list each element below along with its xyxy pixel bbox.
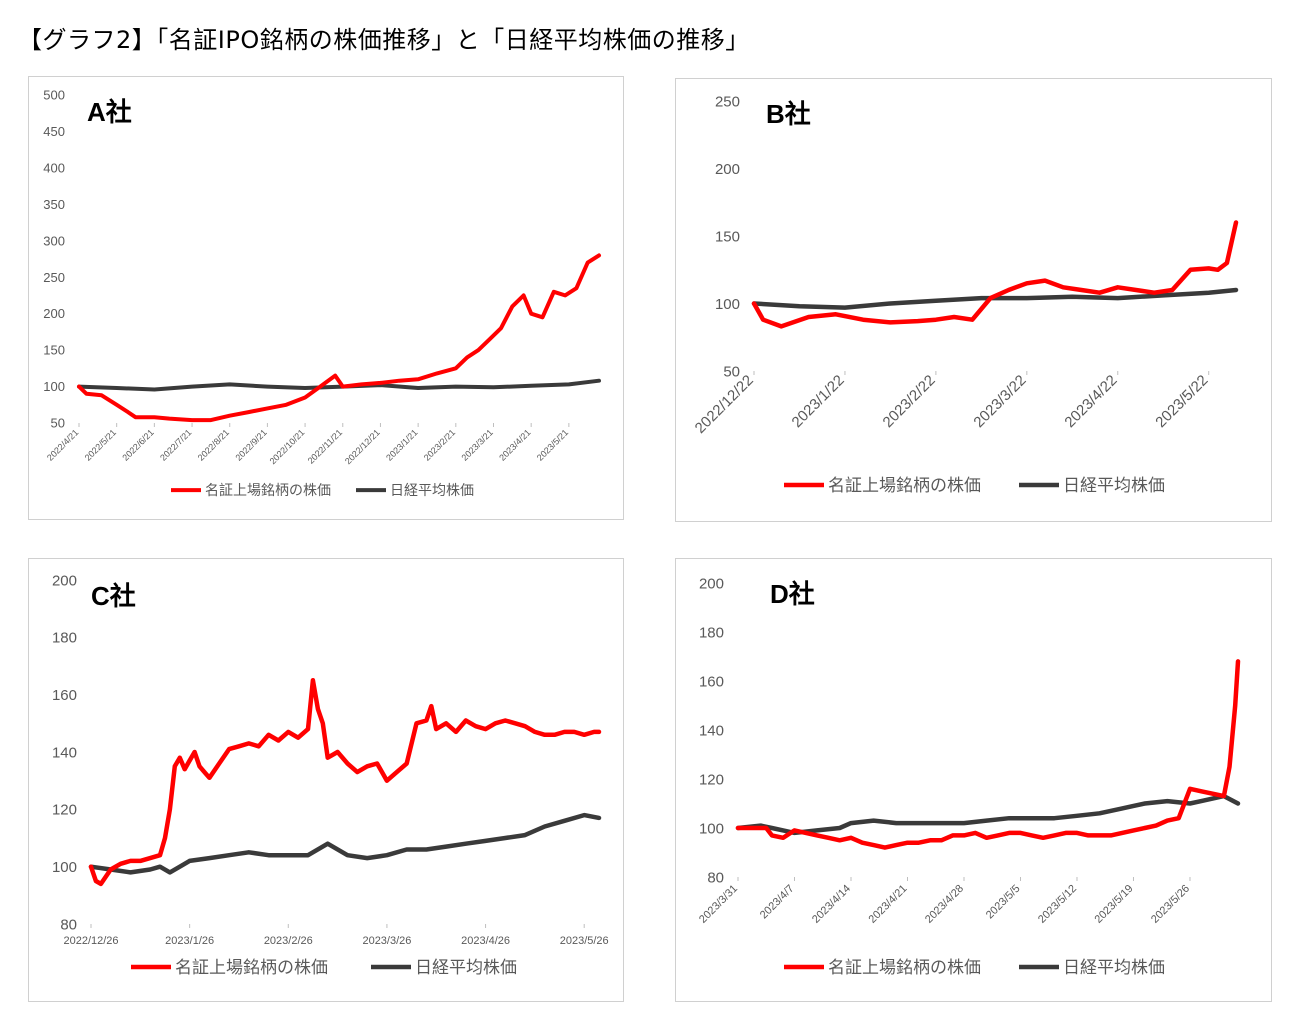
x-tick-label: 2022/12/22 (692, 372, 757, 437)
x-tick-label: 2022/12/26 (63, 935, 118, 947)
x-tick-label: 2023/3/22 (970, 372, 1029, 431)
legend-label-nikkei: 日経平均株価 (1063, 476, 1165, 496)
x-tick-label: 2022/6/21 (120, 427, 155, 462)
y-tick-label: 100 (715, 296, 740, 313)
legend-label-nikkei: 日経平均株価 (390, 483, 474, 499)
legend-label-nikkei: 日経平均株価 (1063, 958, 1165, 978)
y-tick-label: 120 (699, 771, 724, 788)
x-tick-label: 2022/4/21 (45, 427, 80, 462)
y-tick-label: 120 (52, 802, 77, 819)
y-tick-label: 150 (715, 228, 740, 245)
x-tick-label: 2022/8/21 (196, 427, 231, 462)
company-label: B社 (766, 99, 811, 129)
x-tick-label: 2022/12/21 (343, 427, 382, 466)
series-line-nikkei (751, 287, 1239, 310)
x-tick-label: 2023/5/12 (1036, 883, 1079, 926)
x-tick-label: 2022/10/21 (268, 427, 307, 466)
x-tick-label: 2023/4/21 (867, 883, 910, 926)
series-line-ipo (735, 659, 1241, 850)
y-tick-label: 200 (43, 306, 65, 321)
x-tick-label: 2023/1/21 (384, 427, 419, 462)
y-tick-label: 300 (43, 233, 65, 248)
y-tick-label: 200 (52, 572, 77, 589)
y-tick-label: 180 (699, 624, 724, 641)
y-tick-label: 140 (52, 744, 77, 761)
y-tick-label: 450 (43, 124, 65, 139)
x-tick-label: 2023/5/26 (1149, 883, 1192, 926)
x-tick-label: 2023/5/5 (984, 883, 1023, 922)
y-tick-label: 160 (699, 673, 724, 690)
chart-b: B社 50 100 150 200 250 2022/12/22 2023/1/22 2023/… (692, 93, 1239, 496)
x-tick-label: 2023/4/21 (497, 427, 532, 462)
series-line-nikkei (88, 812, 602, 875)
x-tick-label: 2023/3/26 (362, 935, 411, 947)
y-tick-label: 100 (52, 859, 77, 876)
x-tick-label: 2022/5/21 (83, 427, 118, 462)
company-label: C社 (91, 581, 136, 611)
chart-panel-c: C社 80 100 120 140 160 180 200 2022/12/26 2023/1/2… (28, 558, 624, 1002)
company-label: A社 (87, 97, 132, 127)
y-tick-label: 250 (43, 270, 65, 285)
chart-panel-b: B社 50 100 150 200 250 2022/12/22 2023/1/22 2023/… (675, 78, 1272, 522)
y-tick-label: 250 (715, 93, 740, 110)
x-tick-label: 2023/5/21 (535, 427, 570, 462)
y-tick-label: 100 (43, 379, 65, 394)
x-tick-label: 2023/5/19 (1093, 883, 1136, 926)
y-tick-label: 80 (707, 869, 724, 886)
x-tick-label: 2023/5/22 (1152, 372, 1211, 431)
x-tick-label: 2023/2/26 (264, 935, 313, 947)
y-tick-label: 80 (60, 916, 77, 933)
y-tick-label: 50 (723, 363, 740, 380)
x-tick-label: 2023/4/14 (810, 883, 853, 926)
y-tick-label: 400 (43, 160, 65, 175)
x-tick-label: 2023/4/26 (461, 935, 510, 947)
x-tick-label: 2022/7/21 (158, 427, 193, 462)
legend-label-ipo: 名証上場銘柄の株価 (175, 958, 328, 978)
y-tick-label: 200 (699, 575, 724, 592)
series-line-ipo (77, 253, 601, 423)
x-tick-label: 2023/3/21 (460, 427, 495, 462)
series-line-ipo (88, 678, 602, 887)
chart-c: C社 80 100 120 140 160 180 200 2022/12/26 2023/1/2… (52, 572, 609, 978)
legend-label-nikkei: 日経平均株価 (415, 958, 517, 978)
x-tick-label: 2023/2/22 (880, 372, 939, 431)
x-tick-label: 2022/9/21 (233, 427, 268, 462)
y-tick-label: 500 (43, 88, 65, 103)
y-tick-label: 200 (715, 161, 740, 178)
chart-d: D社 80 100 120 140 160 180 200 2023/3/31 2023/4/7 2… (697, 575, 1241, 978)
x-tick-label: 2023/4/22 (1061, 372, 1120, 431)
y-tick-label: 180 (52, 630, 77, 647)
x-tick-label: 2023/4/28 (923, 883, 966, 926)
x-tick-label: 2023/4/7 (758, 883, 797, 922)
chart-panel-d: D社 80 100 120 140 160 180 200 2023/3/31 2023/4/7 2… (675, 558, 1272, 1002)
page-title: 【グラフ2】「名証IPO銘柄の株価推移」と「日経平均株価の推移」 (18, 26, 750, 54)
x-tick-label: 2022/11/21 (306, 427, 344, 465)
x-tick-label: 2023/1/22 (789, 372, 848, 431)
series-line-ipo (751, 220, 1239, 329)
chart-a: A社 50 100 150 200 250 300 350 400 450 500 2022/4/21… (43, 88, 601, 499)
series-line-nikkei (735, 793, 1241, 836)
legend-label-ipo: 名証上場銘柄の株価 (828, 958, 981, 978)
x-tick-label: 2023/5/26 (560, 935, 609, 947)
x-tick-label: 2023/2/21 (422, 427, 457, 462)
y-tick-label: 140 (699, 722, 724, 739)
x-tick-label: 2023/1/26 (165, 935, 214, 947)
y-tick-label: 160 (52, 687, 77, 704)
y-tick-label: 100 (699, 820, 724, 837)
legend-label-ipo: 名証上場銘柄の株価 (828, 476, 981, 496)
chart-panel-a: A社 50 100 150 200 250 300 350 400 450 500 2022/4/21… (28, 76, 624, 520)
y-tick-label: 50 (51, 416, 65, 431)
x-tick-label: 2023/3/31 (697, 883, 740, 926)
legend-label-ipo: 名証上場銘柄の株価 (205, 483, 331, 499)
company-label: D社 (770, 579, 815, 609)
y-tick-label: 150 (43, 343, 65, 358)
y-tick-label: 350 (43, 197, 65, 212)
